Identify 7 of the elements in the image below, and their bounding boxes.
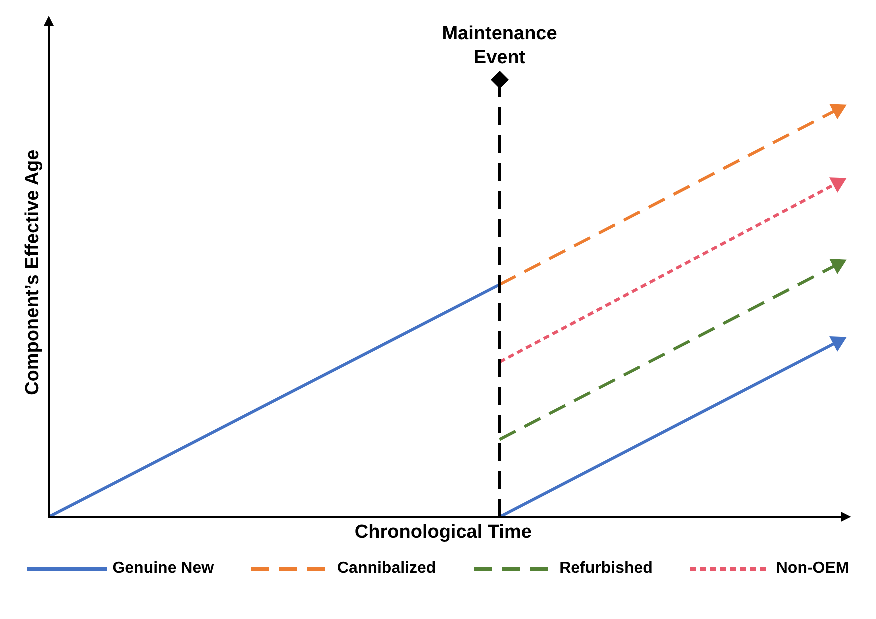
legend-label: Refurbished [560,560,653,578]
y-axis-title: Component’s Effective Age [22,150,44,396]
text: Maintenance Event [442,24,558,69]
x-axis-title: Chronological Time [354,522,532,543]
legend-label: Non-OEM [776,560,850,578]
legend-label: Genuine New [112,560,214,578]
legend-label: Cannibalized [337,560,436,578]
